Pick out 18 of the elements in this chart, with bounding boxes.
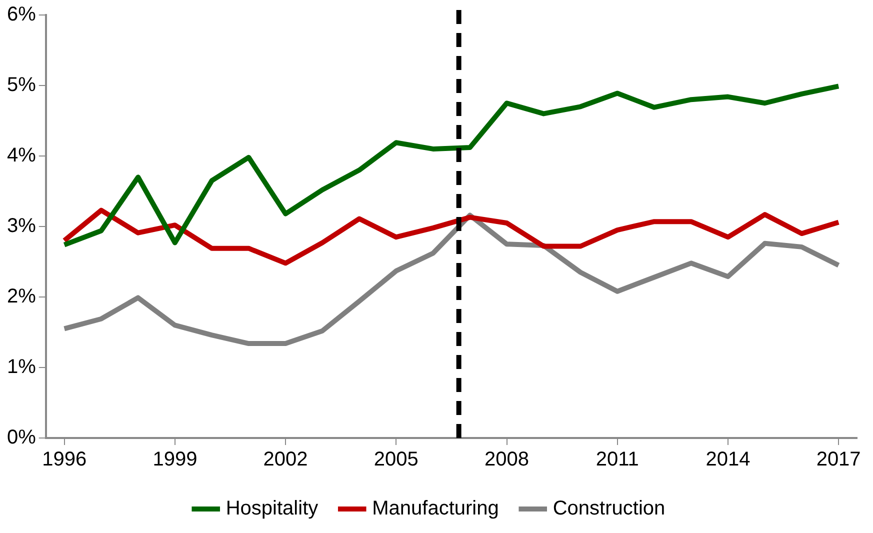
y-tick-label: 6% — [7, 4, 36, 26]
x-tick-label: 2002 — [263, 448, 308, 471]
x-tick-label: 2014 — [706, 448, 750, 471]
x-tick-label: 2005 — [374, 448, 418, 471]
x-tick-label: 2017 — [816, 448, 861, 471]
y-tick-label: 5% — [7, 74, 36, 96]
x-tick-label: 2011 — [596, 448, 639, 471]
y-tick-label: 0% — [7, 426, 36, 449]
legend-label: Manufacturing — [372, 498, 499, 520]
x-tick-label: 2008 — [484, 448, 530, 471]
y-tick-label: 2% — [7, 286, 36, 308]
x-tick-label: 1996 — [42, 448, 87, 471]
legend-label: Hospitality — [226, 498, 318, 520]
y-tick-label: 3% — [7, 215, 36, 238]
x-tick-label: 1999 — [152, 448, 198, 471]
legend-label: Construction — [552, 498, 666, 520]
y-tick-label: 1% — [7, 356, 36, 378]
y-tick-label: 4% — [7, 144, 36, 167]
